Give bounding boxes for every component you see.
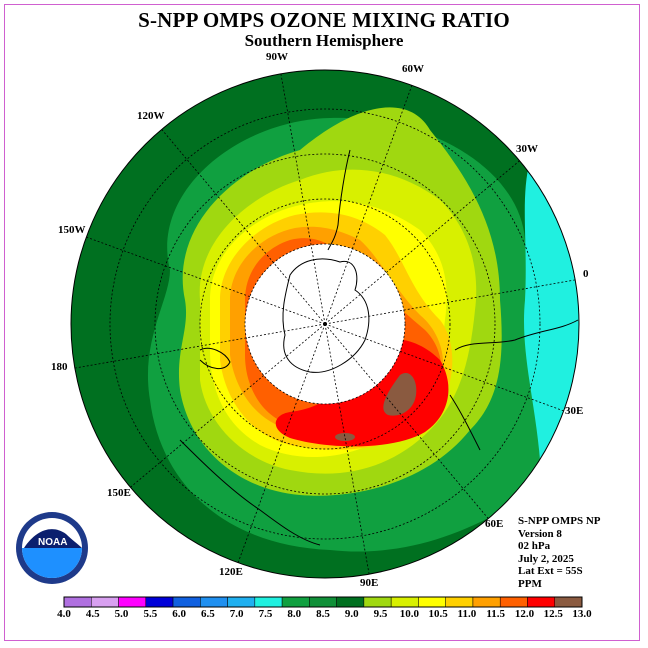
colorbar-swatch (118, 596, 147, 608)
south-pole-marker (323, 322, 327, 326)
metadata-block: S-NPP OMPS NP Version 8 02 hPa July 2, 2… (518, 515, 601, 590)
colorbar-swatch (336, 596, 365, 608)
colorbar-swatch (390, 596, 419, 608)
colorbar-tick-label: 9.5 (373, 608, 388, 620)
colorbar-tick-label: 13.0 (572, 608, 592, 620)
lon-label-150w: 150W (58, 224, 86, 236)
colorbar-tick-label: 8.0 (287, 608, 302, 620)
colorbar-swatch (309, 596, 337, 608)
contour-12.5-13.0-small (335, 433, 355, 441)
ozone-field (71, 70, 579, 578)
colorbar-swatch (227, 596, 256, 608)
colorbar-tick-label: 10.0 (399, 608, 419, 620)
version-text: Version 8 (518, 527, 562, 540)
colorbar-swatch (554, 596, 583, 608)
colorbar-tick-label: 7.5 (258, 608, 273, 620)
colorbar-tick-label: 8.5 (316, 608, 330, 620)
lon-label-60w: 60W (402, 63, 424, 75)
lon-label-30w: 30W (516, 143, 538, 155)
lon-label-180: 180 (51, 361, 68, 373)
colorbar-tick-label: 7.0 (229, 608, 244, 620)
colorbar-tick-label: 12.5 (543, 608, 563, 620)
coastlines (179, 149, 579, 546)
lon-label-30e: 30E (565, 405, 584, 417)
map-title: S-NPP OMPS OZONE MIXING RATIO (138, 8, 510, 32)
colorbar-tick-label: 10.5 (428, 608, 448, 620)
noaa-logo (16, 512, 88, 584)
figure-frame (4, 4, 640, 641)
colorbar-tick-label: 9.0 (344, 608, 359, 620)
colorbar-tick-label: 4.5 (85, 608, 100, 620)
map-boundary (70, 69, 580, 579)
colorbar-tick-label: 4.0 (57, 608, 71, 620)
contour-12.5-13.0 (383, 372, 417, 416)
colorbar-swatch (200, 596, 228, 608)
colorbar-tick-label: 11.5 (486, 608, 505, 620)
level-text: 02 hPa (518, 540, 551, 552)
colorbar-swatch (418, 596, 446, 608)
colorbar-swatch (527, 596, 555, 608)
colorbar-tick-label: 11.0 (457, 608, 477, 620)
lat-extent-text: Lat Ext = 55S (518, 565, 583, 577)
colorbar-tick-label: 12.0 (514, 608, 535, 620)
latitude-circle (244, 243, 406, 405)
colorbar-swatch (499, 596, 528, 608)
colorbar-swatch (172, 596, 201, 608)
lon-label-120w: 120W (137, 110, 165, 122)
lon-label-60e: 60E (485, 518, 504, 530)
lon-label-150e: 150E (107, 487, 131, 499)
colorbar-tick-label: 5.5 (143, 608, 158, 620)
lon-label-120e: 120E (219, 566, 243, 578)
colorbar-tick-label: 5.0 (114, 608, 129, 620)
colorbar-swatch (91, 596, 119, 608)
lon-label-0: 0 (583, 268, 589, 280)
colorbar-border (63, 596, 583, 608)
lon-label-90w: 90W (266, 51, 288, 63)
colorbar (63, 596, 583, 608)
noaa-logo-text: NOAA (38, 537, 68, 548)
latitude-circle (109, 108, 541, 540)
date-text: July 2, 2025 (518, 552, 574, 565)
colorbar-tick-label: 6.5 (201, 608, 215, 620)
instrument-text: S-NPP OMPS NP (518, 515, 601, 527)
colorbar-tick-label: 6.0 (172, 608, 186, 620)
colorbar-swatch (281, 596, 310, 608)
lon-label-90e: 90E (360, 577, 379, 589)
colorbar-swatch (363, 596, 392, 608)
colorbar-swatch (472, 596, 501, 608)
map-subtitle: Southern Hemisphere (244, 31, 404, 50)
units-text: PPM (518, 577, 542, 590)
colorbar-swatch (254, 596, 283, 608)
latitude-circle (154, 153, 496, 495)
latitude-circle (199, 198, 451, 450)
colorbar-swatch (445, 596, 474, 608)
colorbar-swatch (63, 596, 92, 608)
graticule (74, 73, 576, 575)
colorbar-swatch (145, 596, 174, 608)
